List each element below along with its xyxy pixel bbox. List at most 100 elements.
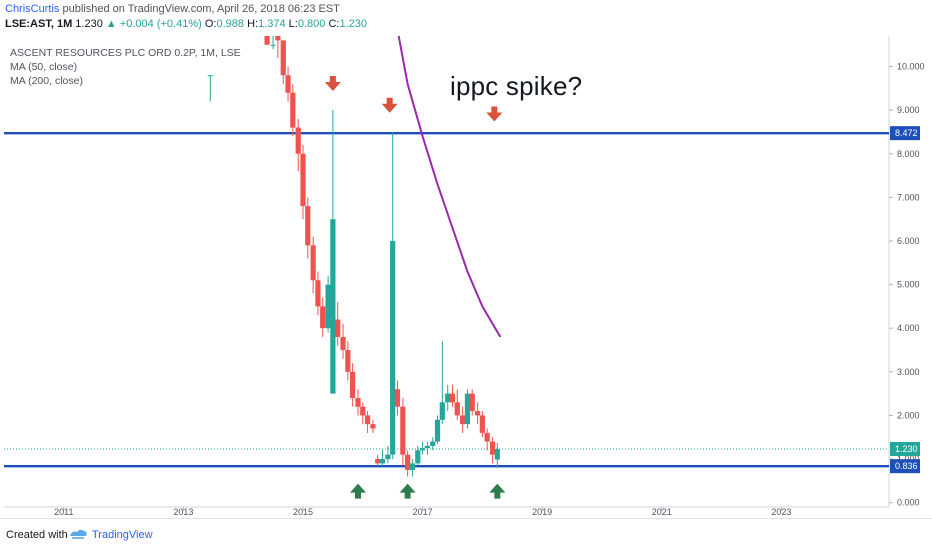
level-price-label: 8.472 (895, 128, 918, 138)
candle-body (360, 406, 366, 416)
close-label: C: (328, 18, 340, 30)
candle-body (454, 402, 460, 416)
low-label: L: (288, 18, 298, 30)
candle-body (364, 415, 371, 425)
tradingview-brand[interactable]: TradingView (92, 529, 153, 541)
candle-body (300, 153, 306, 207)
candle-body (350, 371, 356, 398)
y-tick-label: 9.000 (897, 105, 920, 115)
candle-body (330, 219, 336, 394)
publish-info: published on TradingView.com, April 26, … (62, 3, 340, 15)
x-tick-label: 2017 (413, 507, 433, 517)
candle-body (469, 393, 475, 412)
high-value: 1.374 (258, 18, 286, 30)
y-tick-label: 5.000 (897, 280, 920, 290)
price-change: ▲ +0.004 (+0.41%) (105, 18, 202, 30)
candle-body (315, 280, 321, 307)
legend-ma50[interactable]: MA (50, close) (10, 61, 78, 73)
symbol-label: LSE:AST, 1M (5, 18, 73, 30)
candle-body (385, 454, 391, 460)
candle-body (460, 415, 466, 425)
up-arrow-marker (489, 483, 506, 499)
y-tick-label: 1.000 (897, 454, 920, 464)
chart-legend: ASCENT RESOURCES PLC ORD 0.2P, 1M, LSE M… (10, 46, 241, 88)
up-arrow-marker (399, 483, 416, 499)
candle-body (355, 397, 361, 407)
level-price-label: 0.836 (895, 461, 918, 471)
candle-body (264, 36, 270, 45)
candle-body (285, 75, 291, 93)
low-value: 0.800 (297, 18, 326, 30)
candle-body (494, 448, 500, 460)
candle-body (270, 44, 276, 46)
candle-body (489, 441, 496, 455)
candle-body (484, 432, 490, 442)
y-tick-label: 10.000 (897, 62, 925, 72)
candle-body (375, 459, 381, 464)
y-tick-label: 7.000 (897, 192, 920, 202)
chart-header: ChrisCurtis published on TradingView.com… (0, 0, 932, 36)
candle-body (305, 206, 311, 246)
x-tick-label: 2011 (54, 507, 73, 517)
down-arrow-marker (486, 106, 503, 122)
candle-body (340, 336, 346, 350)
candle-body (394, 389, 401, 407)
candle-body (449, 393, 456, 403)
chart-background (0, 36, 932, 518)
open-label: O: (204, 18, 217, 30)
candle-body (390, 240, 396, 455)
created-with-label: Created with (6, 529, 68, 541)
y-tick-label: 0.000 (897, 498, 920, 508)
author-link[interactable]: ChrisCurtis (5, 3, 60, 15)
candle-body (400, 406, 406, 455)
y-tick-label: 6.000 (897, 236, 920, 246)
last-price: 1.230 (75, 18, 103, 30)
candle-body (474, 411, 481, 416)
tradingview-logo-icon[interactable] (68, 527, 88, 541)
price-chart[interactable]: 0.000 1.000 2.000 3.000 4.000 5.000 6.000 7.000… (0, 36, 932, 518)
high-label: H: (247, 18, 259, 30)
candle-body (320, 306, 326, 329)
candle-body (310, 245, 316, 281)
down-arrow-marker (381, 97, 398, 113)
candle-body (290, 92, 296, 128)
last-price-tag (890, 441, 920, 456)
publish-line: ChrisCurtis published on TradingView.com… (5, 2, 340, 17)
candle-body (464, 393, 471, 425)
candle-body (345, 350, 351, 372)
level-price-tag (890, 459, 920, 474)
candle-body (434, 419, 441, 442)
candle-body (424, 445, 430, 449)
candle-body (415, 450, 421, 464)
level-price-tag (890, 126, 920, 141)
candle-body (430, 441, 436, 446)
spike-annotation[interactable]: ippc spike? (450, 71, 583, 101)
y-tick-label: 3.000 (897, 367, 920, 377)
candle-body (295, 127, 301, 154)
candle-body (445, 393, 451, 403)
candle-body (409, 463, 416, 470)
candle-body (479, 415, 485, 433)
close-value: 1.230 (339, 18, 367, 30)
candle-body (370, 424, 376, 429)
x-tick-label: 2021 (652, 507, 672, 517)
x-tick-label: 2019 (532, 507, 552, 517)
x-tick-label: 2013 (173, 507, 193, 517)
candles-group (207, 36, 502, 477)
candle-body (379, 459, 386, 464)
x-tick-label: 2015 (293, 507, 313, 517)
candle-body (280, 40, 286, 76)
down-arrow-marker (324, 75, 341, 91)
candle-body (439, 402, 445, 420)
candle-body (419, 448, 426, 451)
quote-line: LSE:AST, 1M 1.230 ▲ +0.004 (+0.41%) O:0.… (5, 17, 367, 32)
up-arrow-marker (350, 483, 366, 499)
y-tick-label: 8.000 (897, 149, 920, 159)
open-value: 0.988 (216, 18, 244, 30)
legend-title: ASCENT RESOURCES PLC ORD 0.2P, 1M, LSE (10, 47, 241, 59)
candle-body (335, 319, 341, 337)
legend-ma200[interactable]: MA (200, close) (10, 75, 83, 87)
candle-body (207, 75, 213, 77)
candle-body (405, 454, 411, 470)
y-tick-label: 4.000 (897, 323, 920, 333)
